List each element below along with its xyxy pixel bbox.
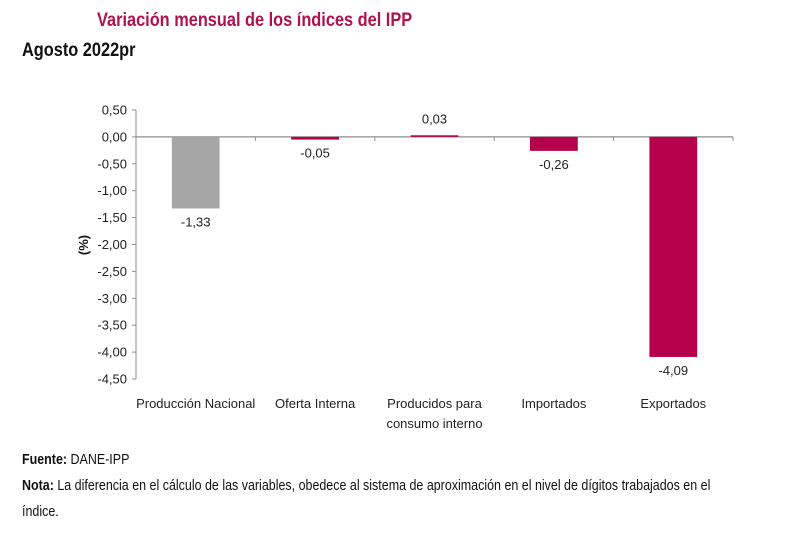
x-axis [136,136,734,141]
bar [410,135,459,137]
data-labels-group: -1,33 -0,05 0,03 -0,26 -4,09 [181,111,688,378]
chart-title: Variación mensual de los índices del IPP [97,10,413,31]
bars-group [171,135,698,357]
y-axis: 0,50 0,00 -0,50 -1,00 -1,50 -2,00 -2,50 -3,00 -3… [97,103,137,387]
y-tick-label: -4,00 [97,345,127,360]
category-labels-group: Producción Nacional Oferta Interna Produci… [136,396,707,431]
data-label: -0,05 [300,146,330,161]
category-label: Producción Nacional [136,396,255,411]
note-text-continued: índice. [22,504,59,520]
y-tick-label: -3,50 [97,318,127,333]
chart-subtitle: Agosto 2022pr [22,40,136,61]
category-label: Oferta Interna [275,396,356,411]
bar [291,136,339,140]
data-label: -1,33 [181,214,211,229]
category-label: Importados [521,396,587,411]
category-label: Exportados [640,396,706,411]
bar [171,136,220,209]
y-tick-label: -2,50 [97,264,127,279]
category-label: consumo interno [386,416,482,431]
y-tick-label: -2,00 [97,237,127,252]
note-line-2: índice. [22,504,59,520]
source-label: Fuente: [22,452,68,468]
data-label: -4,09 [658,363,688,378]
note-label: Nota: [22,478,54,494]
source-value: DANE-IPP [70,452,130,468]
y-tick-label: 0,50 [102,103,127,118]
data-label: 0,03 [422,111,447,126]
y-tick-label: 0,00 [102,129,127,144]
y-tick-label: -3,00 [97,291,127,306]
category-label: Producidos para [387,396,482,411]
data-label: -0,26 [539,157,569,172]
bar [649,136,698,357]
y-tick-label: -0,50 [97,156,127,171]
bar [530,136,578,151]
y-tick-label: -1,00 [97,183,127,198]
y-tick-label: -1,50 [97,210,127,225]
note-text: La diferencia en el cálculo de las varia… [57,478,711,494]
note-line: Nota: La diferencia en el cálculo de las… [22,478,710,494]
y-tick-label: -4,50 [97,372,127,387]
source-line: Fuente: DANE-IPP [22,452,129,468]
y-axis-label: (%) [76,235,91,255]
